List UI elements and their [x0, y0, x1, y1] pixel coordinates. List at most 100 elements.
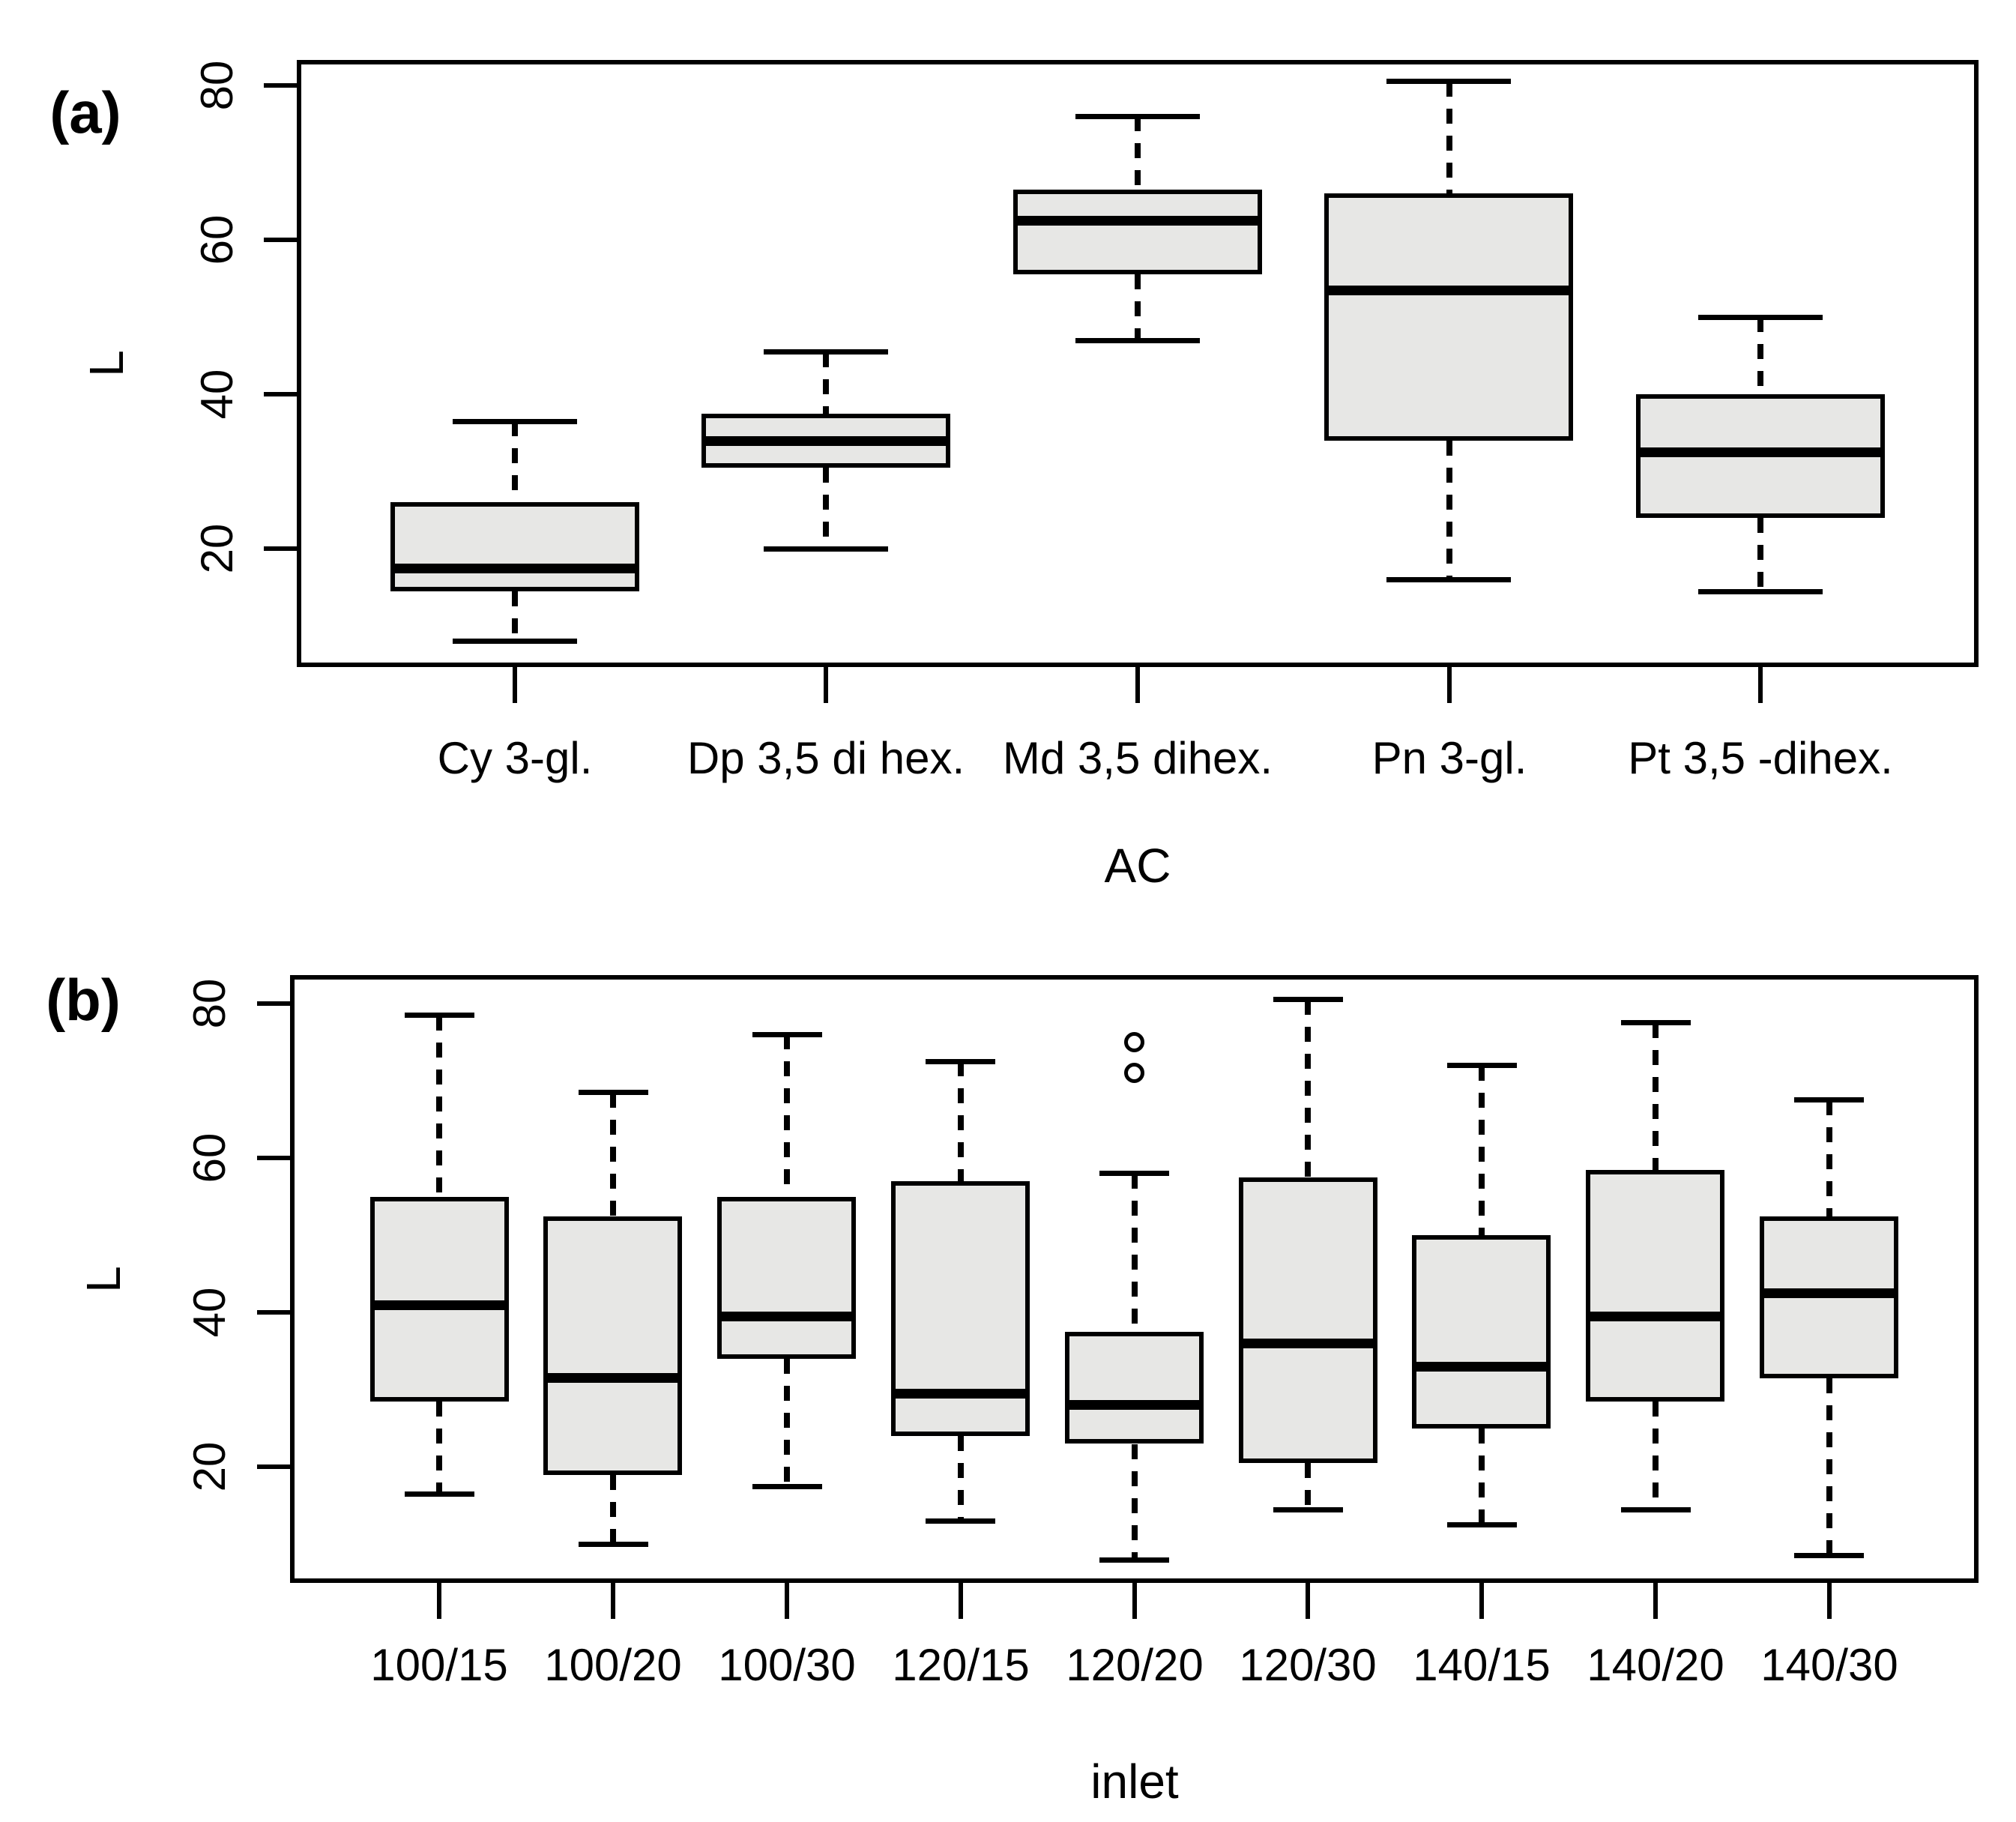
whisker-cap-lower-pn-3-gl: [1386, 577, 1511, 582]
whisker-lower-100-20: [610, 1475, 616, 1545]
whisker-cap-upper-140-20: [1621, 1020, 1691, 1025]
whisker-upper-100-15: [436, 1016, 442, 1197]
y-axis-tick: [264, 83, 297, 88]
whisker-cap-upper-140-30: [1794, 1097, 1864, 1102]
x-axis-tick: [1758, 667, 1763, 703]
whisker-upper-cy-3-gl: [512, 421, 518, 502]
y-tick-label: 60: [184, 1132, 235, 1183]
whisker-cap-upper-100-15: [405, 1013, 474, 1018]
whisker-cap-upper-120-15: [926, 1059, 995, 1064]
whisker-cap-upper-dp-3-5-di-hex: [764, 349, 888, 355]
x-axis-tick: [1447, 667, 1452, 703]
whisker-cap-upper-140-15: [1447, 1063, 1517, 1068]
whisker-cap-lower-140-30: [1794, 1553, 1864, 1558]
median-100-20: [543, 1373, 682, 1383]
box-100-20: [543, 1216, 682, 1475]
box-cy-3-gl: [390, 502, 639, 591]
whisker-upper-120-20: [1132, 1174, 1138, 1332]
x-tick-label: 140/20: [1587, 1640, 1724, 1690]
panel-a-label: (a): [49, 79, 121, 145]
y-tick-label: 40: [184, 1287, 235, 1338]
y-axis-tick: [264, 546, 297, 551]
panel-b-label: (b): [46, 967, 121, 1033]
y-axis-tick: [257, 1001, 290, 1006]
x-tick-label: 100/20: [544, 1640, 682, 1690]
whisker-lower-120-20: [1132, 1444, 1138, 1560]
panel-a-x-axis-title: AC: [1104, 839, 1171, 893]
whisker-lower-100-15: [436, 1402, 442, 1494]
median-dp-3-5-di-hex: [701, 436, 950, 446]
x-tick-label: 120/30: [1239, 1640, 1377, 1690]
whisker-cap-upper-pt-3-5-dihex: [1698, 315, 1823, 320]
panel-b-x-axis-title: inlet: [1090, 1755, 1179, 1809]
whisker-lower-cy-3-gl: [512, 591, 518, 642]
box-140-20: [1586, 1170, 1724, 1402]
whisker-lower-120-15: [958, 1436, 964, 1521]
y-axis-tick: [264, 392, 297, 396]
median-100-15: [370, 1300, 509, 1310]
x-tick-label: Pn 3-gl.: [1371, 733, 1527, 783]
x-axis-tick: [824, 667, 828, 703]
y-axis-tick: [257, 1464, 290, 1469]
box-md-3-5-dihex: [1013, 190, 1262, 274]
median-120-30: [1239, 1339, 1377, 1348]
whisker-lower-100-30: [784, 1359, 790, 1486]
whisker-lower-120-30: [1305, 1463, 1311, 1509]
whisker-upper-120-30: [1305, 1000, 1311, 1177]
whisker-cap-upper-md-3-5-dihex: [1075, 114, 1200, 119]
panel-b-y-axis-title: L: [76, 1266, 130, 1293]
whisker-cap-lower-140-20: [1621, 1507, 1691, 1512]
whisker-cap-upper-cy-3-gl: [453, 419, 577, 424]
whisker-cap-lower-md-3-5-dihex: [1075, 338, 1200, 343]
y-axis-tick: [264, 238, 297, 242]
x-tick-label: 140/15: [1413, 1640, 1551, 1690]
x-axis-tick: [959, 1583, 963, 1619]
whisker-upper-pn-3-gl: [1446, 82, 1452, 193]
whisker-upper-100-20: [610, 1093, 616, 1216]
x-tick-label: Pt 3,5 -dihex.: [1628, 733, 1893, 783]
whisker-cap-lower-120-30: [1273, 1507, 1343, 1512]
whisker-cap-upper-120-30: [1273, 997, 1343, 1002]
whisker-lower-pt-3-5-dihex: [1757, 518, 1763, 591]
whisker-upper-140-15: [1479, 1066, 1485, 1236]
x-tick-label: Md 3,5 dihex.: [1002, 733, 1273, 783]
y-tick-label: 20: [184, 1441, 235, 1492]
median-100-30: [717, 1312, 856, 1321]
whisker-cap-lower-100-15: [405, 1491, 474, 1497]
x-tick-label: 120/20: [1066, 1640, 1204, 1690]
whisker-cap-lower-140-15: [1447, 1522, 1517, 1527]
x-axis-tick: [437, 1583, 441, 1619]
median-md-3-5-dihex: [1013, 216, 1262, 226]
median-140-20: [1586, 1312, 1724, 1321]
box-140-15: [1412, 1235, 1551, 1429]
whisker-cap-lower-120-15: [926, 1518, 995, 1524]
whisker-upper-dp-3-5-di-hex: [823, 352, 829, 414]
x-axis-tick: [513, 667, 517, 703]
whisker-cap-upper-100-20: [579, 1090, 648, 1095]
x-tick-label: Dp 3,5 di hex.: [686, 733, 965, 783]
x-axis-tick: [1479, 1583, 1484, 1619]
whisker-cap-upper-100-30: [752, 1032, 822, 1037]
whisker-cap-lower-pt-3-5-dihex: [1698, 589, 1823, 594]
x-axis-tick: [1653, 1583, 1658, 1619]
median-140-15: [1412, 1362, 1551, 1372]
x-tick-label: 140/30: [1760, 1640, 1898, 1690]
y-axis-tick: [257, 1156, 290, 1160]
median-140-30: [1760, 1288, 1898, 1298]
whisker-cap-lower-dp-3-5-di-hex: [764, 546, 888, 552]
box-pn-3-gl: [1324, 193, 1573, 441]
whisker-cap-lower-120-20: [1099, 1557, 1169, 1563]
whisker-lower-140-20: [1653, 1402, 1659, 1509]
whisker-upper-pt-3-5-dihex: [1757, 317, 1763, 394]
whisker-cap-lower-cy-3-gl: [453, 639, 577, 644]
whisker-cap-lower-100-20: [579, 1542, 648, 1547]
median-pn-3-gl: [1324, 286, 1573, 295]
whisker-upper-100-30: [784, 1034, 790, 1196]
outlier-point-120-20: [1124, 1063, 1144, 1083]
box-120-20: [1065, 1332, 1204, 1444]
x-tick-label: 100/15: [370, 1640, 508, 1690]
x-tick-label: 100/30: [718, 1640, 856, 1690]
median-cy-3-gl: [390, 564, 639, 573]
x-axis-tick: [1135, 667, 1140, 703]
